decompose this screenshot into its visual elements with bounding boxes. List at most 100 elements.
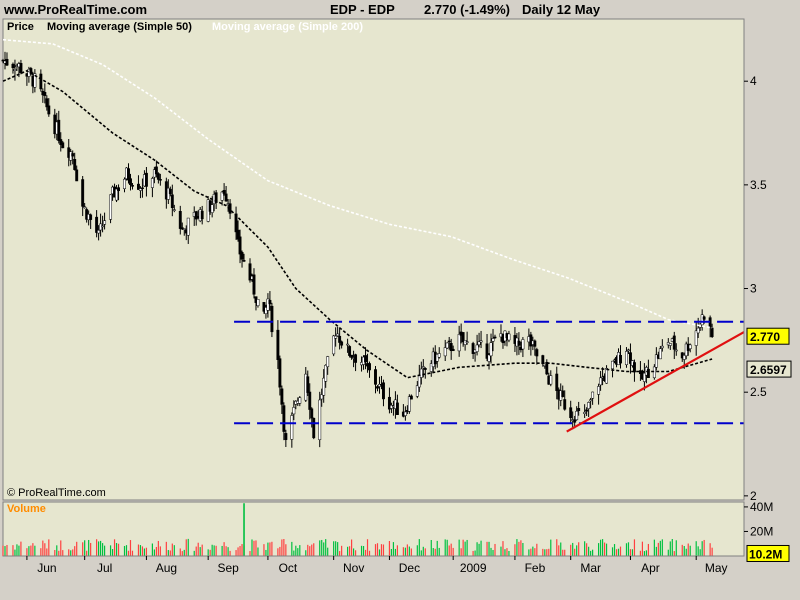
candle-body — [103, 220, 107, 225]
candle-body — [117, 187, 120, 192]
candle-body — [535, 349, 539, 357]
candle-body — [674, 349, 678, 352]
candle-body — [1, 59, 5, 62]
candle-body — [688, 344, 692, 349]
candle-body — [561, 390, 565, 397]
candle-body — [13, 69, 17, 71]
candle-body — [131, 185, 134, 187]
candle-body — [19, 63, 23, 73]
site-title[interactable]: www.ProRealTime.com — [3, 2, 147, 17]
candle-body — [154, 166, 158, 175]
candle-body — [238, 236, 242, 255]
candle-body — [479, 340, 483, 343]
candle-body — [629, 352, 632, 364]
candle-body — [332, 335, 336, 355]
candle-body — [282, 405, 286, 432]
candle-body — [262, 302, 266, 312]
candle-body — [487, 354, 491, 362]
candle-body — [415, 385, 419, 397]
candle-body — [700, 314, 704, 326]
candle-body — [461, 332, 465, 343]
candle-body — [668, 343, 672, 346]
candle-body — [266, 298, 270, 311]
candle-body — [140, 187, 144, 189]
candle-body — [599, 377, 603, 386]
candle-body — [591, 391, 595, 399]
candle-body — [224, 193, 228, 202]
x-tick-label: Apr — [641, 561, 660, 575]
candle-body — [248, 263, 252, 281]
last-volume-value: 10.2M — [749, 547, 782, 561]
candle-body — [605, 368, 609, 384]
candle-body — [43, 92, 47, 96]
candle-body — [387, 396, 391, 410]
x-tick-label: Mar — [580, 561, 601, 575]
candle-body — [477, 341, 481, 346]
candle-body — [447, 340, 451, 343]
price-panel[interactable] — [2, 18, 745, 501]
candle-body — [138, 188, 142, 191]
candle-body — [421, 366, 425, 369]
candle-body — [270, 305, 274, 333]
candle-body — [376, 386, 379, 389]
legend-price: Price — [7, 21, 34, 33]
candle-body — [336, 333, 340, 337]
candle-body — [702, 316, 706, 320]
candle-body — [619, 355, 622, 364]
candle-body — [33, 73, 37, 88]
candle-body — [545, 361, 549, 375]
candle-body — [346, 343, 350, 346]
candle-body — [240, 252, 244, 260]
candle-body — [403, 411, 407, 416]
ma50-line — [2, 69, 713, 379]
legend-ma50: Moving average (Simple 50) — [47, 21, 192, 33]
candle-body — [180, 227, 184, 230]
candle-body — [252, 274, 256, 295]
candle-body — [517, 340, 521, 346]
candle-body — [101, 225, 105, 228]
y-tick-label: 3 — [750, 282, 757, 296]
x-tick-label: Dec — [399, 561, 420, 575]
last-price-change: 2.770 (-1.49%) — [424, 2, 510, 17]
candle-body — [168, 188, 172, 195]
candle-body — [95, 216, 99, 233]
candle-body — [158, 179, 162, 181]
y-tick-label: 4 — [750, 74, 757, 88]
candle-body — [529, 334, 533, 347]
candle-body — [646, 368, 650, 378]
candle-body — [445, 342, 449, 349]
candle-body — [533, 340, 537, 347]
candle-body — [475, 344, 479, 352]
candle-body — [555, 373, 559, 391]
volume-bars-layer — [2, 503, 713, 556]
candle-body — [172, 209, 176, 211]
candle-body — [569, 407, 573, 419]
candle-body — [178, 211, 182, 229]
trendline — [566, 331, 745, 433]
candle-body — [45, 98, 49, 108]
candle-body — [451, 348, 455, 352]
candle-body — [457, 334, 461, 352]
candle-body — [308, 391, 312, 410]
candle-body — [11, 63, 15, 69]
last-price-label: 2.770 — [746, 327, 790, 345]
x-tick-label: Aug — [156, 561, 177, 575]
candle-body — [71, 153, 75, 157]
candle-body — [549, 375, 553, 385]
candle-body — [407, 396, 411, 412]
candle-body — [696, 327, 700, 334]
candle-body — [493, 336, 497, 339]
candle-body — [156, 173, 160, 180]
candle-body — [672, 335, 676, 350]
candle-body — [423, 368, 427, 370]
candle-body — [627, 349, 630, 352]
candle-body — [318, 399, 322, 440]
candle-body — [292, 407, 296, 415]
volume-tick-label: 20M — [750, 524, 773, 538]
candle-body — [284, 433, 288, 440]
candle-body — [306, 376, 310, 393]
candle-body — [374, 369, 377, 385]
candle-body — [348, 346, 352, 356]
x-tick-label: 2009 — [460, 561, 487, 575]
candle-body — [471, 343, 475, 354]
